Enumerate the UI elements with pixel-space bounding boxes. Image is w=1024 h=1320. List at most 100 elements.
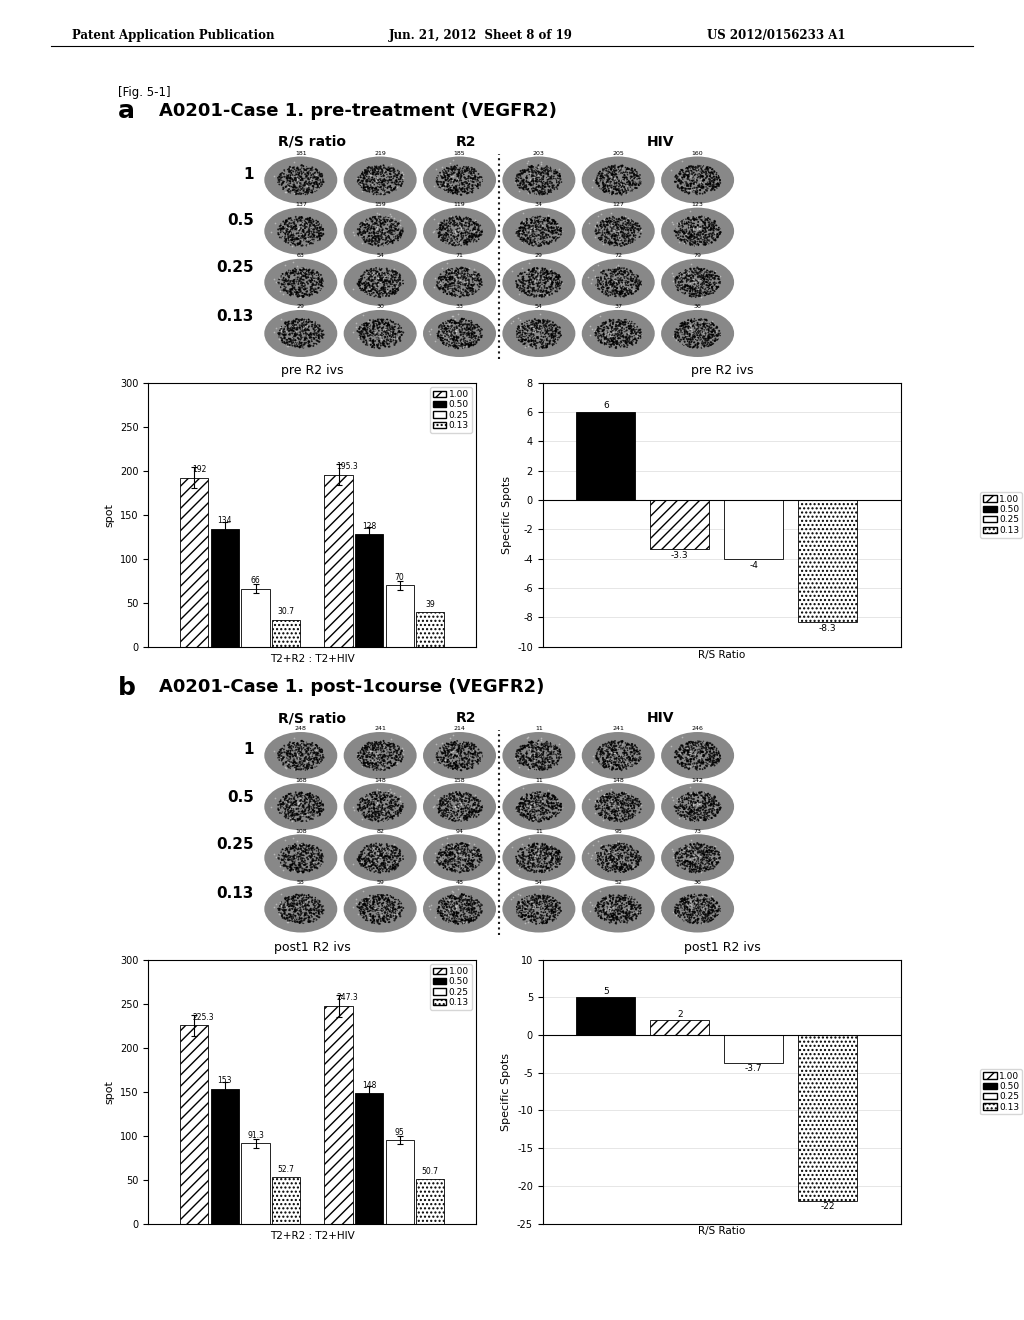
Point (679, 896, 695, 917)
Point (290, 170, 306, 191)
Point (293, 207, 309, 228)
Point (353, 268, 370, 289)
Point (465, 896, 481, 917)
Point (441, 268, 458, 289)
Point (466, 219, 482, 240)
Point (541, 751, 557, 772)
Point (367, 268, 383, 289)
Point (289, 269, 305, 290)
Point (447, 898, 464, 919)
Point (464, 227, 480, 248)
Point (685, 261, 701, 282)
Point (526, 286, 543, 308)
Point (614, 748, 631, 770)
Point (379, 177, 395, 198)
Point (512, 218, 528, 239)
Point (432, 791, 449, 812)
Point (514, 329, 530, 350)
Point (370, 810, 386, 832)
Point (384, 267, 400, 288)
Point (365, 160, 381, 181)
Point (627, 847, 643, 869)
Point (548, 226, 564, 247)
Point (542, 807, 558, 828)
Point (441, 312, 458, 333)
Point (372, 173, 388, 194)
Point (445, 845, 462, 866)
Point (286, 805, 302, 826)
Point (670, 222, 686, 243)
Point (287, 177, 303, 198)
Point (291, 908, 307, 929)
Point (600, 742, 616, 763)
Point (624, 313, 640, 334)
Point (451, 891, 467, 912)
Point (622, 230, 638, 251)
Point (431, 326, 447, 347)
Point (444, 226, 461, 247)
Point (432, 319, 449, 341)
Point (434, 330, 451, 351)
Point (677, 855, 693, 876)
Point (693, 857, 710, 878)
Point (686, 335, 702, 356)
Point (456, 174, 472, 195)
Point (552, 746, 568, 767)
Point (453, 898, 469, 919)
Point (537, 859, 553, 880)
Point (387, 842, 403, 863)
Point (606, 235, 623, 256)
Point (452, 334, 468, 355)
Point (442, 264, 459, 285)
Point (459, 909, 475, 931)
Point (617, 861, 634, 882)
Point (295, 226, 311, 247)
Point (552, 747, 568, 768)
Point (366, 807, 382, 828)
Point (609, 850, 626, 871)
Point (440, 847, 457, 869)
Point (532, 804, 549, 825)
Point (371, 330, 387, 351)
Point (696, 218, 713, 239)
Point (518, 894, 535, 915)
Point (446, 338, 463, 359)
Point (525, 319, 542, 341)
Point (361, 222, 378, 243)
Point (466, 795, 482, 816)
Point (594, 165, 610, 186)
Point (442, 787, 459, 808)
Point (447, 854, 464, 875)
Bar (650, 500, 710, 549)
Point (601, 799, 617, 820)
Point (354, 907, 371, 928)
Point (274, 850, 291, 871)
Point (309, 211, 326, 232)
Point (272, 170, 289, 191)
Point (674, 177, 690, 198)
Point (703, 334, 720, 355)
Point (590, 273, 606, 294)
Point (528, 746, 545, 767)
Point (272, 277, 289, 298)
Point (538, 887, 554, 908)
Point (700, 226, 717, 247)
Point (616, 335, 633, 356)
Point (438, 751, 455, 772)
Point (536, 162, 552, 183)
Point (603, 227, 620, 248)
Point (364, 733, 380, 754)
Point (353, 854, 370, 875)
Point (509, 277, 525, 298)
Point (678, 161, 694, 182)
Point (603, 734, 620, 755)
Point (284, 898, 300, 919)
Point (611, 234, 628, 255)
Point (355, 230, 372, 251)
Point (706, 280, 722, 301)
Point (530, 170, 547, 191)
Point (290, 232, 306, 253)
Point (459, 861, 475, 882)
Point (361, 232, 378, 253)
Point (536, 837, 552, 858)
